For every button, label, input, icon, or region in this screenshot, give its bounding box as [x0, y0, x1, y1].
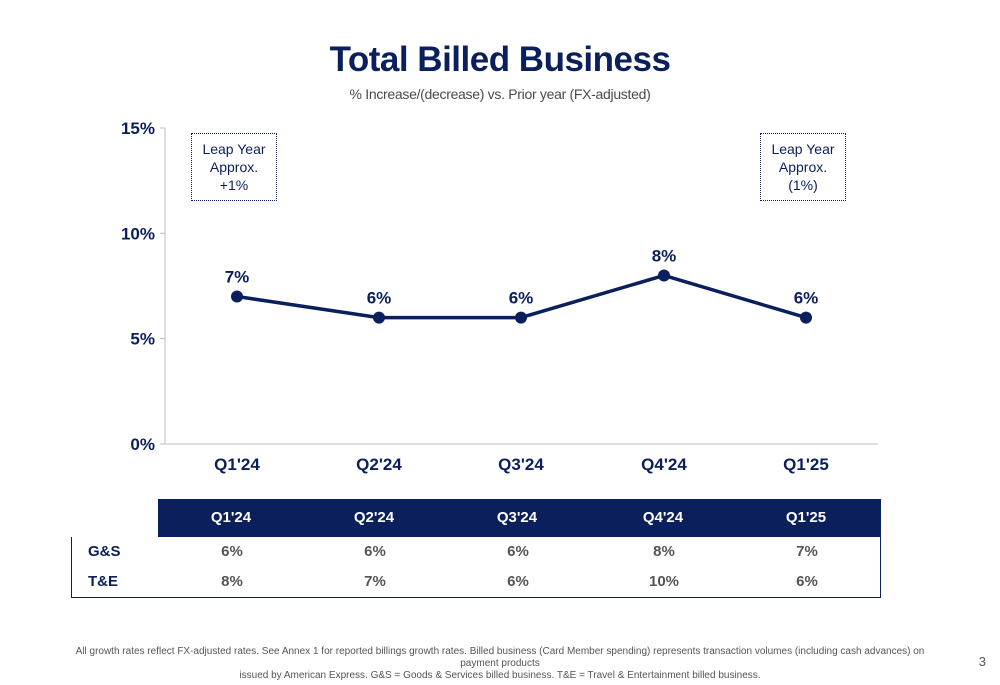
table-cell: 6%	[507, 573, 529, 590]
chart-title: Total Billed Business	[329, 40, 671, 79]
footnote: All growth rates reflect FX-adjusted rat…	[60, 646, 940, 682]
data-point	[800, 311, 812, 324]
table-header-cell: Q2'24	[353, 509, 395, 526]
footnote-line: All growth rates reflect FX-adjusted rat…	[75, 646, 925, 669]
table-header-cell: Q3'24	[496, 509, 538, 526]
table-body: G&S 6% 6% 6% 8% 7% T&E 8% 7% 6% 10% 6%	[71, 537, 881, 598]
y-tick-label: 5%	[130, 330, 155, 349]
table-cell: 8%	[653, 543, 675, 560]
data-point	[515, 311, 527, 324]
table-header: Q1'24 Q2'24 Q3'24 Q4'24 Q1'25	[158, 499, 881, 537]
x-tick-label: Q4'24	[641, 455, 687, 474]
note-line: Approx.	[209, 159, 259, 175]
y-tick-label: 10%	[121, 224, 155, 243]
table-header-cell: Q1'25	[785, 509, 827, 526]
table-row-label-gs: G&S	[88, 543, 121, 560]
table-cell: 7%	[796, 543, 818, 560]
x-tick-label: Q2'24	[356, 455, 402, 474]
table-cell: 6%	[507, 543, 529, 560]
line-chart: 0% 5% 10% 15% Q1'24 Q2'24 Q3'24 Q4'24 Q1'25 7% 6% 6…	[121, 119, 878, 474]
data-point	[373, 311, 385, 324]
note-line: Approx.	[778, 159, 828, 175]
leap-year-note-left: Leap Year Approx. +1%	[191, 133, 277, 201]
note-line: Leap Year	[771, 141, 835, 157]
table-cell: 10%	[648, 573, 680, 590]
table-cell: 6%	[364, 543, 386, 560]
y-tick-label: 15%	[121, 119, 155, 138]
data-point	[658, 269, 670, 282]
x-tick-label: Q3'24	[498, 455, 544, 474]
data-point	[231, 290, 243, 303]
table-cell: 6%	[796, 573, 818, 590]
table-cell: 6%	[221, 543, 243, 560]
table-header-cell: Q4'24	[642, 509, 684, 526]
data-label: 6%	[794, 289, 819, 308]
page-number: 3	[978, 654, 986, 669]
table-header-cell: Q1'24	[210, 509, 252, 526]
note-line: +1%	[219, 177, 249, 193]
x-tick-label: Q1'24	[214, 455, 260, 474]
note-line: (1%)	[788, 177, 818, 193]
data-label: 6%	[509, 289, 534, 308]
data-label: 6%	[367, 289, 392, 308]
x-tick-label: Q1'25	[783, 455, 829, 474]
chart-subtitle: % Increase/(decrease) vs. Prior year (FX…	[349, 86, 651, 102]
note-line: Leap Year	[202, 141, 266, 157]
table-cell: 7%	[364, 573, 386, 590]
data-label: 8%	[652, 246, 677, 265]
data-label: 7%	[225, 268, 250, 287]
table-row-label-te: T&E	[88, 573, 118, 590]
y-tick-label: 0%	[130, 435, 155, 454]
table-cell: 8%	[221, 573, 243, 590]
leap-year-note-right: Leap Year Approx. (1%)	[760, 133, 846, 201]
footnote-line: issued by American Express. G&S = Goods …	[239, 670, 761, 681]
